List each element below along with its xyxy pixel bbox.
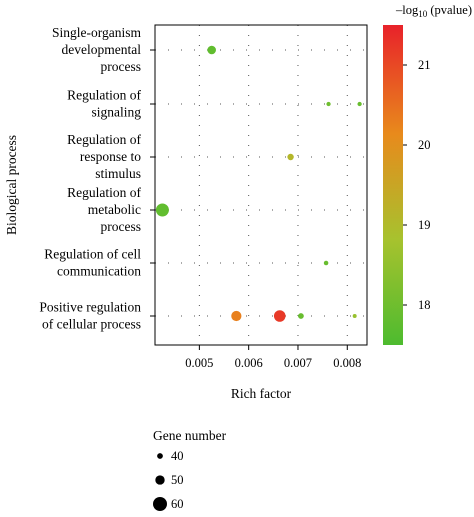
plot-area-frame [154,24,368,346]
category-label-line: Positive regulation [39,300,141,315]
x-tick-label: 0.008 [333,356,361,370]
data-point [326,101,331,107]
category-label: Regulation of cell communication [44,247,141,279]
data-points [155,45,362,322]
category-label-line: communication [57,264,141,279]
color-bar [383,25,403,345]
category-label-line: Regulation of [67,88,141,103]
category-label: Positive regulation of cellular process [39,300,141,332]
data-point [357,101,362,107]
x-axis: 0.005 0.006 0.007 0.008 [185,345,361,370]
data-point [287,153,294,161]
color-bar-tick-label: 18 [418,298,431,312]
size-legend-label: 50 [171,473,184,487]
x-tick-label: 0.006 [235,356,263,370]
category-label-line: signaling [92,105,142,120]
x-axis-title: Rich factor [231,386,292,401]
data-point [273,310,286,322]
data-point [207,45,216,55]
data-point [352,314,357,318]
gridlines [155,25,367,345]
color-legend-title-suffix: (pvalue) [427,3,472,17]
category-label-line: process [101,59,142,74]
y-axis-title: Biological process [4,135,19,235]
data-point [298,313,304,319]
category-label: Regulation of signaling [67,88,141,120]
x-tick-label: 0.005 [185,356,213,370]
category-label-line: Regulation of [67,132,141,147]
size-legend: Gene number 40 50 60 [153,428,227,511]
category-label-line: Single-organism [52,25,141,40]
category-label-line: of cellular process [42,317,141,332]
category-label-line: metabolic [88,202,141,217]
x-tick-label: 0.007 [284,356,312,370]
category-label-line: Regulation of [67,185,141,200]
category-label-line: Regulation of cell [44,247,141,262]
category-label-line: response to [80,149,141,164]
color-bar-tick-label: 20 [418,138,431,152]
data-point [155,203,169,217]
size-legend-label: 60 [171,497,184,511]
category-label-line: process [101,219,142,234]
category-label: Regulation of response to stimulus [67,132,141,181]
data-point [231,310,242,322]
category-label-line: stimulus [95,166,141,181]
color-bar-tick-label: 19 [418,218,431,232]
color-legend-title-subscript: 10 [418,9,428,19]
color-legend: –log10 (pvalue) 18 19 20 21 [383,3,472,345]
color-bar-tick-label: 21 [418,58,431,72]
y-axis: Single-organism developmental processRegul… [39,25,155,332]
color-legend-title-prefix: –log [395,3,419,17]
category-label: Regulation of metabolic process [67,185,141,234]
category-label: Single-organism developmental process [52,25,141,74]
data-point [323,260,329,266]
size-legend-marker [153,497,167,511]
color-legend-title: –log10 (pvalue) [395,3,472,19]
size-legend-marker [155,475,165,485]
size-legend-title: Gene number [153,428,227,443]
size-legend-marker [157,453,163,459]
category-label-line: developmental [62,42,142,57]
size-legend-label: 40 [171,449,184,463]
